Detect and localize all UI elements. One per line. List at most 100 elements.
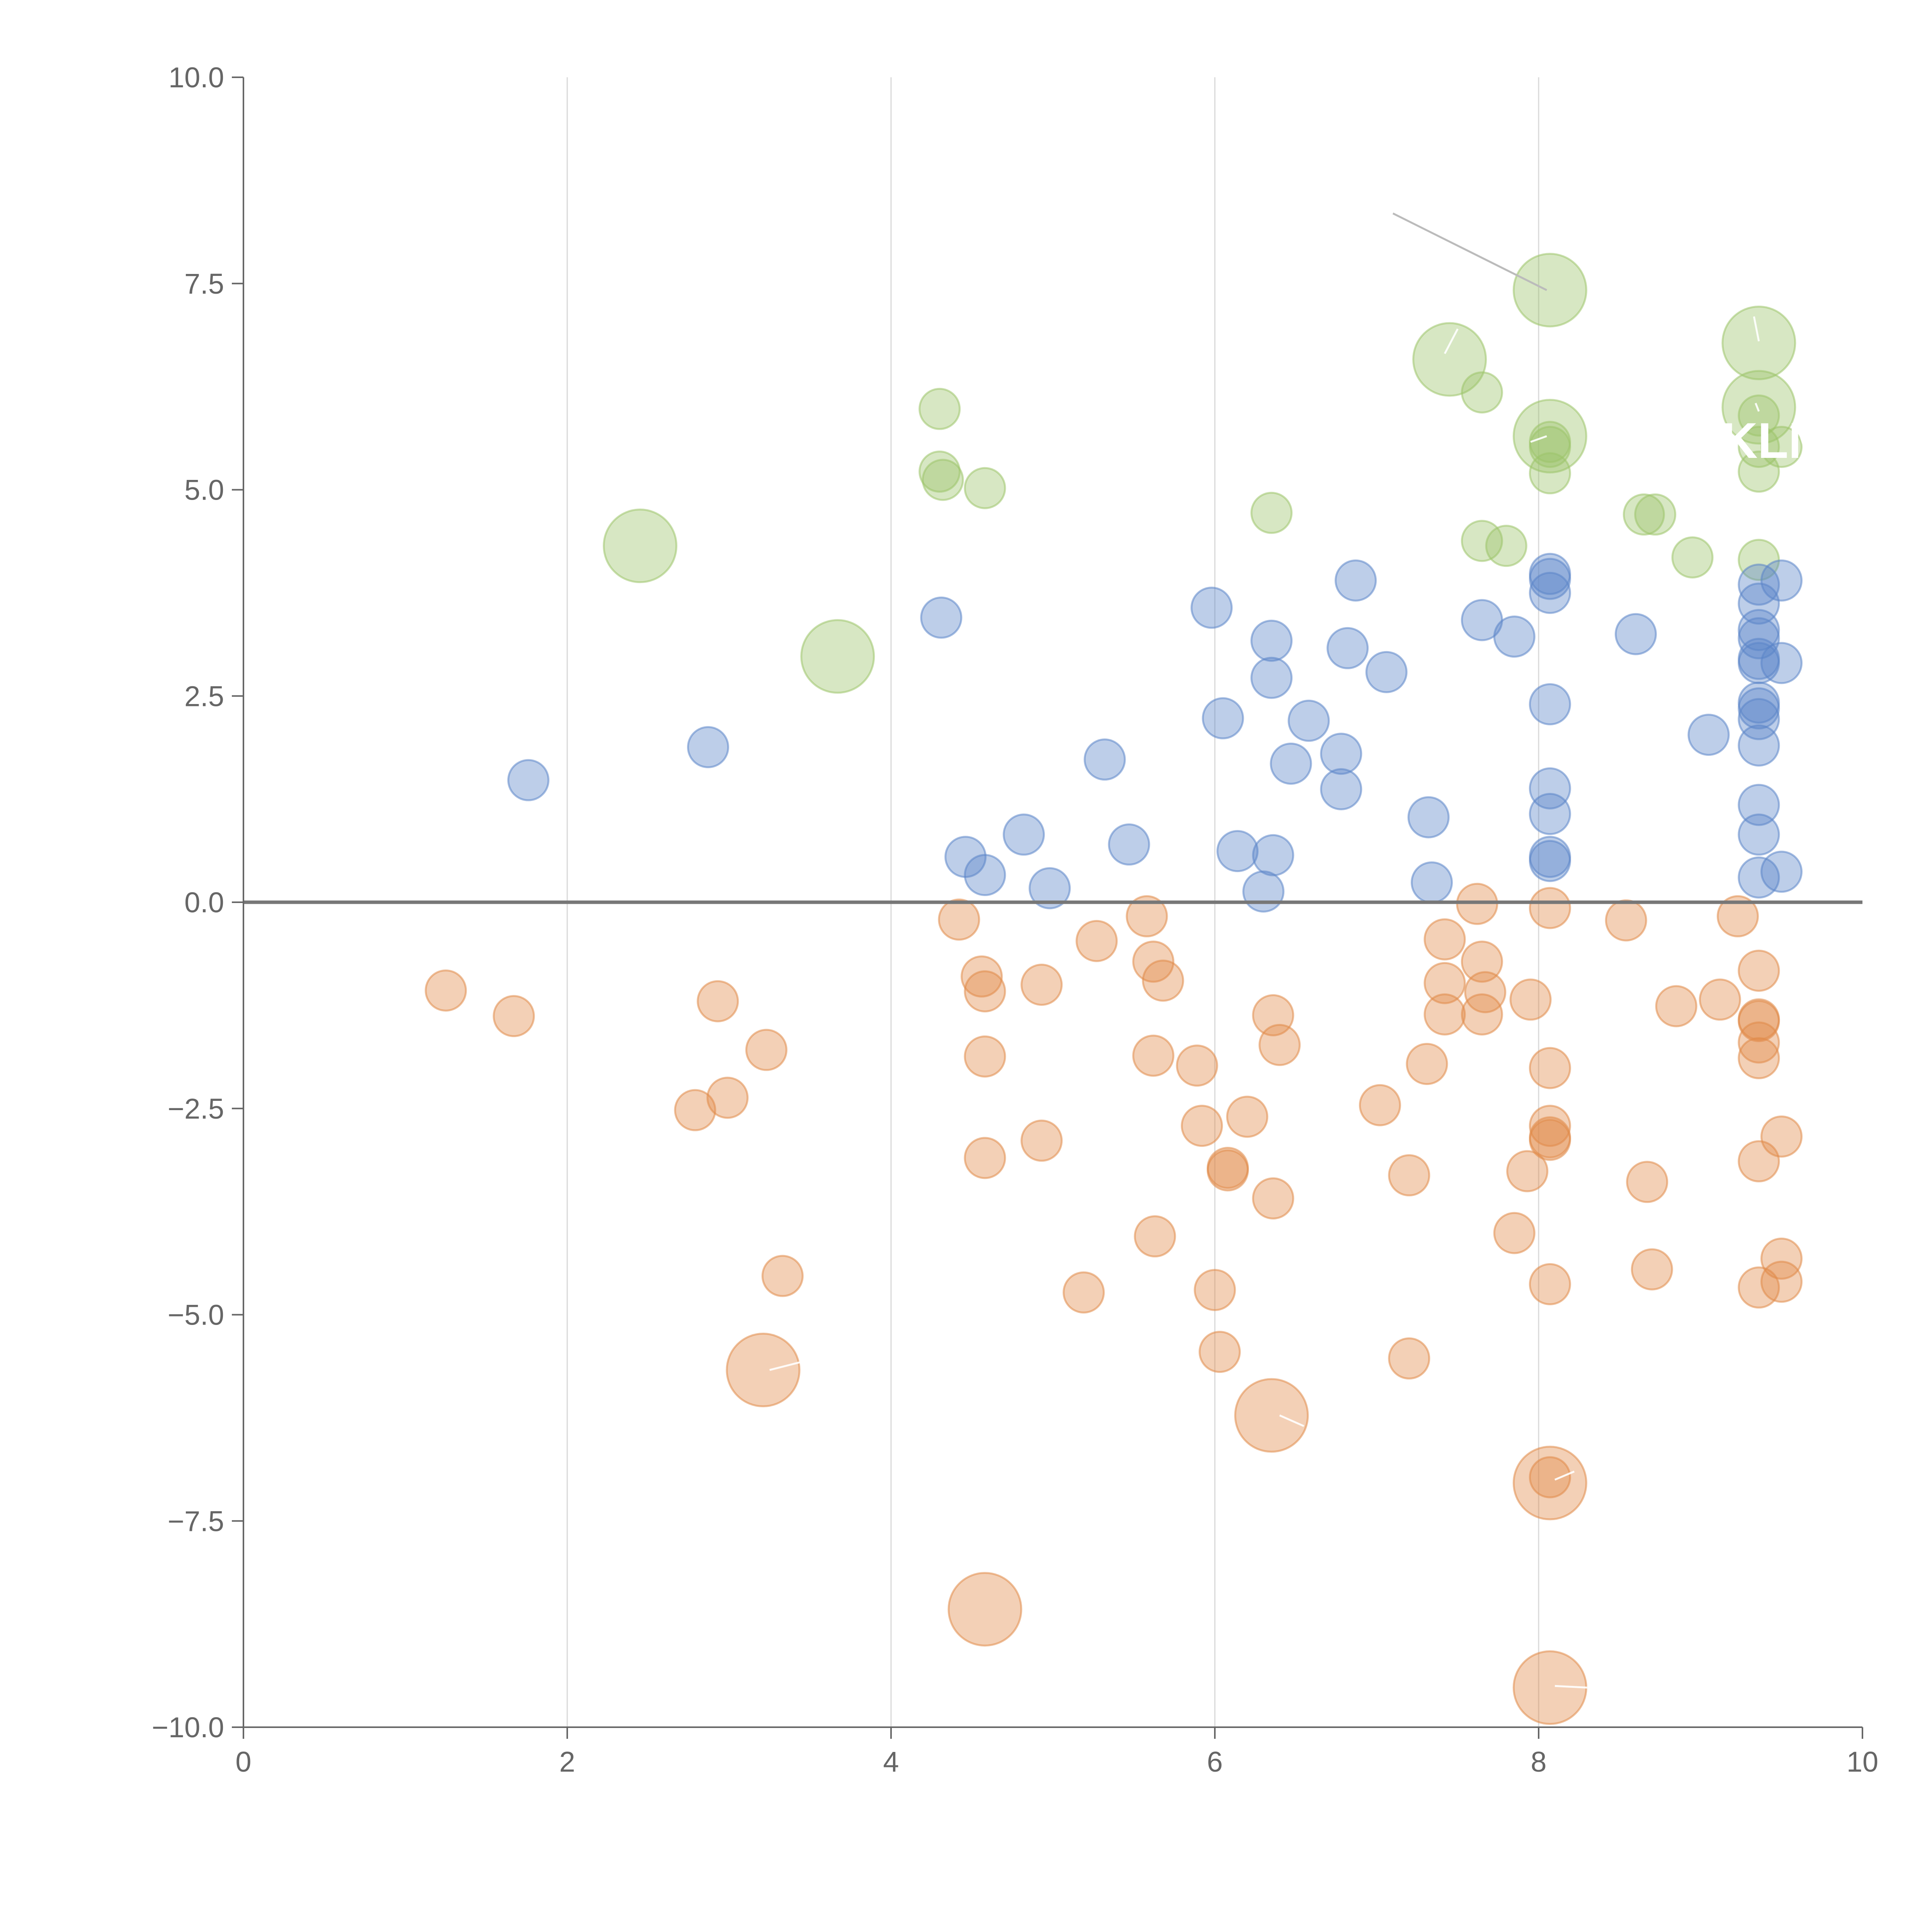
green-data-point — [1634, 493, 1677, 536]
orange-data-point — [947, 1572, 1022, 1647]
orange-data-point — [1529, 887, 1571, 929]
orange-data-point — [1493, 1212, 1536, 1254]
callout-line — [1554, 1470, 1575, 1481]
orange-data-point — [1461, 993, 1503, 1036]
blue-data-point — [1250, 619, 1293, 662]
y-tick-label: 7.5 — [184, 268, 224, 300]
blue-data-point — [687, 726, 730, 769]
green-data-point — [603, 509, 678, 583]
blue-data-point — [1687, 714, 1730, 756]
annotation-label: KLM — [1721, 412, 1830, 469]
orange-data-point — [1199, 1331, 1241, 1373]
orange-data-point — [1506, 1150, 1549, 1192]
orange-data-point — [1529, 1047, 1571, 1089]
green-data-point — [800, 619, 875, 694]
blue-data-point — [1529, 793, 1571, 835]
callout-line — [1530, 435, 1547, 443]
callout-line — [1444, 328, 1459, 354]
orange-data-point — [1020, 1119, 1063, 1162]
blue-data-point — [1738, 724, 1780, 767]
blue-data-point — [1529, 683, 1571, 726]
orange-data-point — [1655, 985, 1697, 1027]
green-data-point — [1760, 425, 1803, 468]
blue-data-point — [1083, 738, 1126, 781]
y-tick-label: 5.0 — [184, 474, 224, 506]
green-data-point — [918, 388, 961, 430]
blue-data-point — [1529, 767, 1571, 810]
blue-data-point — [1327, 627, 1369, 669]
blue-data-point — [1407, 796, 1450, 838]
blue-data-point — [1320, 768, 1362, 811]
orange-data-point — [1760, 1260, 1803, 1303]
blue-data-point — [1738, 563, 1780, 606]
green-data-point — [1671, 536, 1714, 579]
x-tick-label: 10 — [1847, 1746, 1878, 1778]
blue-data-point — [1738, 687, 1780, 730]
orange-data-point — [1738, 1021, 1780, 1064]
orange-data-point — [1359, 1084, 1401, 1126]
blue-data-point — [920, 596, 963, 639]
y-tick-label: −5.0 — [168, 1299, 224, 1331]
orange-data-point — [674, 1089, 716, 1131]
data-points — [425, 253, 1803, 1725]
orange-data-point — [1738, 949, 1780, 992]
x-tick-label: 2 — [559, 1746, 575, 1778]
blue-data-point — [1250, 656, 1293, 699]
orange-data-point — [1226, 1095, 1269, 1138]
orange-data-point — [1605, 899, 1647, 942]
blue-data-point — [1190, 587, 1233, 629]
blue-data-point — [1760, 642, 1803, 684]
blue-data-point — [1242, 870, 1285, 913]
blue-data-point — [1529, 558, 1571, 600]
orange-data-point — [1529, 1456, 1571, 1498]
orange-data-point — [1738, 1000, 1780, 1042]
orange-data-point — [1132, 940, 1175, 983]
orange-data-point — [425, 969, 467, 1012]
orange-data-point — [1423, 918, 1466, 961]
green-data-point — [1622, 493, 1665, 536]
y-tick-label: −10.0 — [152, 1711, 224, 1743]
green-data-point — [1721, 305, 1796, 380]
green-data-point — [922, 459, 964, 501]
axes: 0 2 4 6 8 10 −10.0 −7.5 −5.0 −2.5 0.0 2.5 5.0 7.5 10.0 — [152, 61, 1878, 1778]
blue-data-point — [1335, 559, 1377, 602]
orange-data-point — [1207, 1149, 1249, 1192]
callout-line — [1279, 1414, 1304, 1427]
orange-data-point — [1134, 1215, 1176, 1258]
green-data-point — [1738, 394, 1780, 437]
blue-data-point — [1529, 571, 1571, 614]
blue-data-point — [1493, 616, 1536, 658]
orange-data-point — [1194, 1269, 1236, 1311]
orange-data-point — [1252, 1177, 1294, 1219]
blue-data-point — [1614, 613, 1657, 655]
y-tick-label: −7.5 — [168, 1505, 224, 1537]
callout-line — [1392, 213, 1548, 291]
orange-data-point — [1529, 1119, 1571, 1161]
x-tick-label: 4 — [883, 1746, 899, 1778]
orange-data-point — [761, 1255, 804, 1297]
green-data-point — [1485, 525, 1527, 567]
x-tick-label: 6 — [1207, 1746, 1223, 1778]
orange-data-point — [726, 1333, 801, 1408]
blue-data-point — [1003, 813, 1045, 856]
blue-data-point — [1108, 823, 1150, 866]
orange-data-point — [1132, 1034, 1175, 1077]
blue-data-point — [1738, 813, 1780, 856]
callout-line — [1753, 316, 1760, 342]
orange-data-point — [1509, 978, 1552, 1021]
orange-data-point — [1075, 920, 1118, 962]
green-data-point — [1529, 452, 1571, 495]
orange-data-point — [1716, 895, 1759, 937]
orange-data-point — [1464, 971, 1507, 1014]
orange-data-point — [964, 970, 1006, 1013]
orange-data-point — [1388, 1337, 1430, 1380]
green-data-point — [964, 467, 1006, 509]
x-tick-label: 8 — [1531, 1746, 1546, 1778]
y-tick-label: 10.0 — [168, 61, 224, 94]
callout-line — [1755, 403, 1760, 412]
orange-data-point — [1142, 959, 1184, 1002]
orange-data-point — [1512, 1446, 1587, 1520]
orange-data-point — [1063, 1271, 1105, 1314]
orange-data-point — [1388, 1154, 1430, 1197]
